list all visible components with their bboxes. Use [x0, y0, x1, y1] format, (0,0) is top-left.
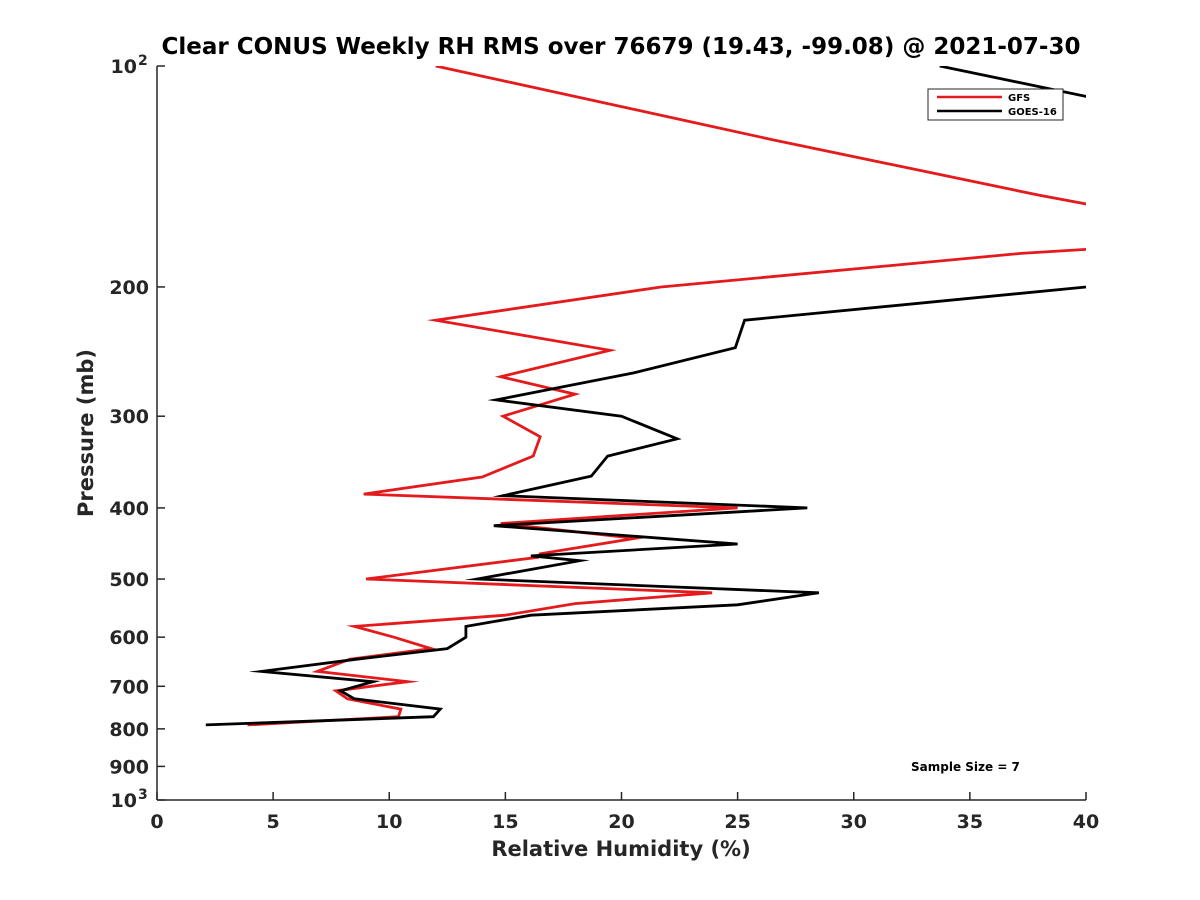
x-tick-label: 25: [724, 811, 750, 833]
y-tick-exponent: 3: [138, 787, 148, 803]
y-tick-label: 500: [109, 569, 149, 591]
legend-label-gfs: GFS: [1008, 93, 1030, 104]
x-tick-label: 0: [150, 811, 163, 833]
y-tick-label: 900: [109, 756, 149, 778]
x-tick-label: 20: [608, 811, 634, 833]
y-tick-label: 400: [109, 498, 149, 520]
x-tick-label: 10: [376, 811, 402, 833]
chart-title: Clear CONUS Weekly RH RMS over 76679 (19…: [162, 34, 1081, 60]
legend: GFS GOES-16: [927, 88, 1064, 121]
legend-box: [927, 88, 1064, 121]
sample-size-annotation: Sample Size = 7: [911, 760, 1020, 774]
x-tick-label: 5: [267, 811, 280, 833]
y-tick-label: 10: [111, 790, 137, 812]
x-tick-label: 30: [841, 811, 867, 833]
y-axis-title: Pressure (mb): [74, 349, 98, 517]
series-layer: [205, 66, 1086, 727]
y-tick-label: 600: [109, 627, 149, 649]
x-tick-label: 35: [957, 811, 983, 833]
x-tick-label: 40: [1073, 811, 1099, 833]
x-axis-ticks: 0 5 10 15 20 25 30 35 40: [150, 792, 1099, 833]
x-tick-label: 15: [492, 811, 518, 833]
y-tick-label: 200: [109, 277, 149, 299]
series-line-goes-16: [205, 66, 1086, 727]
y-tick-label: 300: [109, 406, 149, 428]
y-tick-label: 800: [109, 719, 149, 741]
y-tick-label: 10: [111, 56, 137, 78]
legend-label-goes-16: GOES-16: [1008, 107, 1057, 118]
y-tick-label: 700: [109, 676, 149, 698]
x-axis-title: Relative Humidity (%): [491, 837, 750, 861]
y-tick-exponent: 2: [138, 53, 148, 69]
